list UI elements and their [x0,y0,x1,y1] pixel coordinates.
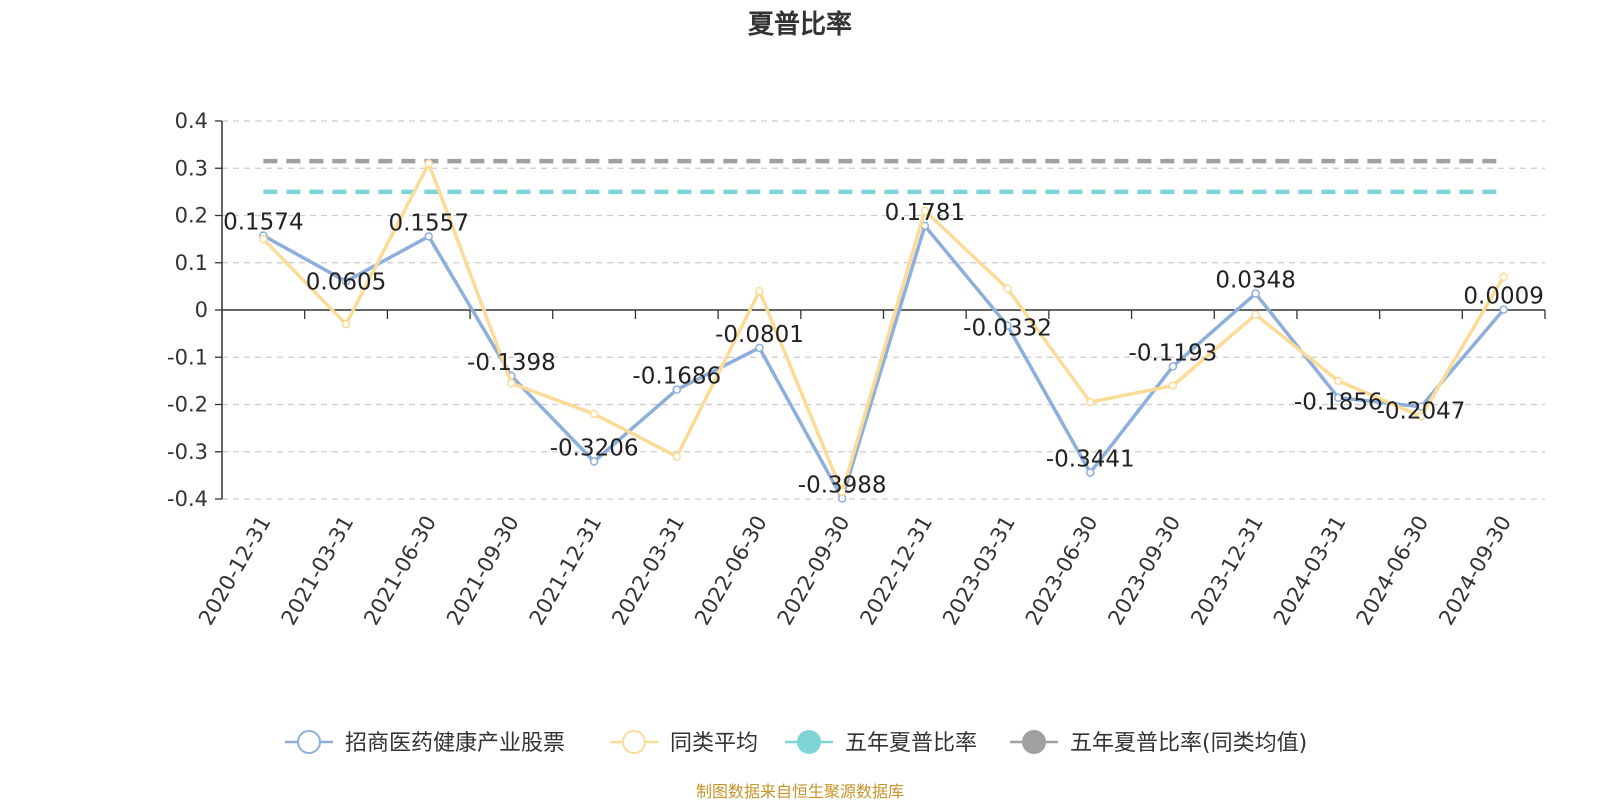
x-tick-label: 2023-09-30 [1103,512,1185,630]
fund-point [589,457,599,466]
peer-average-point [424,159,433,168]
fund-point [1168,362,1178,371]
legend: 招商医药健康产业股票 同类平均 五年夏普比率 五年夏普比率(同类均值) [285,730,1307,756]
legend-peer-average[interactable]: 同类平均 [610,730,758,756]
fund-point [1003,321,1012,330]
legend-label: 五年夏普比率 [845,731,977,756]
y-tick-label: 0.1 [175,251,208,275]
fund-point [1499,305,1508,314]
fund-point [341,277,351,286]
y-tick-label: 0.4 [175,109,208,133]
x-tick-label: 2022-09-30 [773,512,855,630]
peer-average-point [1334,376,1343,386]
x-tick-label: 2024-03-31 [1269,512,1351,630]
y-tick-label: -0.4 [167,487,208,511]
fund-point [424,232,433,241]
peer-average-point [259,234,268,244]
y-tick-label: 0.2 [175,204,208,228]
data-label: -0.1193 [1129,340,1218,366]
x-tick-label: 2021-06-30 [359,512,441,630]
data-label: -0.3988 [798,472,887,498]
data-label: 0.0605 [306,269,386,295]
y-tick-label: -0.2 [167,393,208,417]
legend-label: 同类平均 [670,731,758,756]
peer-average-point [837,487,847,497]
peer-average-point [672,452,682,461]
peer-average-point [341,319,351,329]
y-tick-label: -0.1 [167,345,208,369]
peer-average-point [1251,310,1260,319]
legend-marker [797,730,821,754]
legend-marker [1022,730,1046,754]
data-label: -0.1856 [1294,390,1383,416]
x-tick-label: 2023-03-31 [938,512,1020,630]
reference-lines [263,158,1504,195]
x-tick-label: 2021-12-31 [525,512,607,630]
data-label: -0.1398 [467,350,556,376]
data-label: 0.0348 [1215,268,1295,294]
data-label: -0.3206 [550,435,639,461]
x-tick-label: 2022-12-31 [855,512,937,630]
y-tick-label: -0.3 [167,440,208,464]
peer-average-point [1499,272,1508,282]
fund-point [1334,393,1343,402]
data-label: -0.2047 [1377,399,1466,425]
legend-label: 五年夏普比率(同类均值) [1070,731,1307,756]
data-label: 0.1557 [388,210,468,236]
peer-average-point [1085,397,1095,407]
peer-average-point [755,286,764,296]
chart-title: 夏普比率 [747,10,852,40]
data-label: 0.1781 [885,200,965,226]
data-source-note: 制图数据来自恒生聚源数据库 [695,782,904,801]
peer-average-point [589,409,599,419]
legend-five-year-sharpe[interactable]: 五年夏普比率 [785,730,977,756]
peer-average-point [920,206,930,216]
y-tick-label: 0.3 [175,156,208,180]
x-tick-label: 2021-09-30 [442,512,524,630]
fund-point [755,343,764,353]
x-tick-label: 2020-12-31 [194,512,276,630]
fund-point [1085,468,1095,477]
legend-marker [622,730,646,754]
data-label: 0.0009 [1463,284,1543,310]
fund-point [1416,402,1426,411]
peer-average-point [507,378,516,388]
x-tick-label: 2022-06-30 [690,512,772,630]
x-tick-label: 2022-03-31 [607,512,689,630]
x-tick-label: 2024-06-30 [1351,512,1433,630]
data-label: -0.1686 [632,364,721,390]
legend-five-year-sharpe-peer[interactable]: 五年夏普比率(同类均值) [1010,730,1307,756]
x-tick-label: 2021-03-31 [277,512,359,630]
fund-point [672,385,682,394]
peer-average-point [1416,412,1426,421]
legend-marker [297,730,321,754]
legend-label: 招商医药健康产业股票 [345,731,565,756]
data-label: -0.0801 [715,322,804,348]
data-labels: 0.1574 0.0605 0.1557 -0.1398 -0.3206 -0.1686 -… [223,200,1544,499]
data-label: -0.0332 [963,316,1052,342]
x-tick-label: 2023-06-30 [1021,512,1103,630]
y-tick-label: 0 [195,298,208,322]
peer-average-point [1003,284,1012,293]
x-tick-label: 2024-09-30 [1434,512,1516,630]
fund-point [1251,289,1260,298]
peer-average-point [1168,381,1178,390]
data-label: 0.1574 [223,210,303,236]
data-label: -0.3441 [1046,447,1135,473]
legend-fund[interactable]: 招商医药健康产业股票 [285,730,565,756]
peer-average-line [262,161,1506,494]
series-lines [259,159,1508,503]
x-tick-label: 2023-12-31 [1186,512,1268,630]
